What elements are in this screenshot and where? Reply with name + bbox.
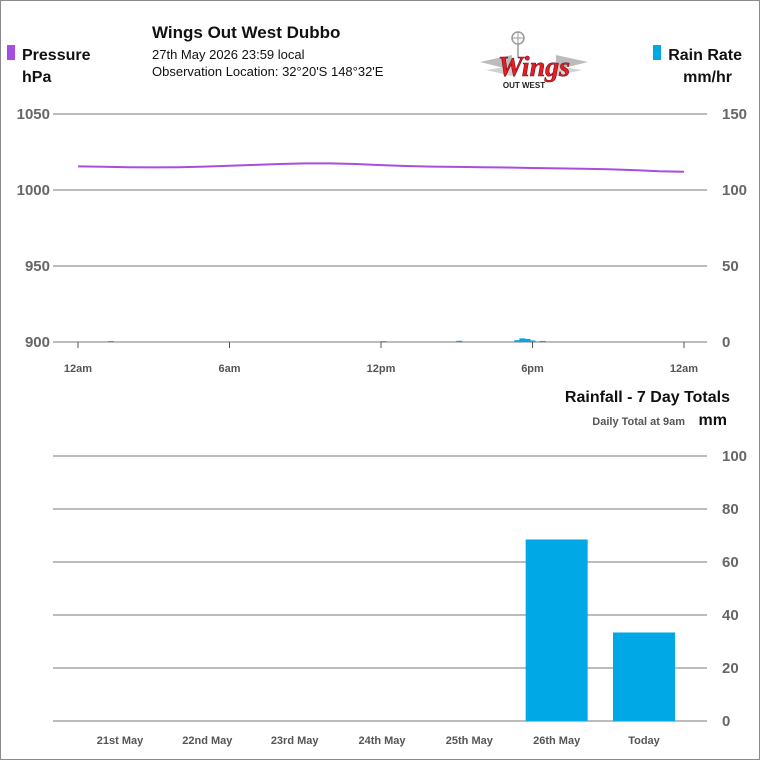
- pressure-unit-label: hPa: [22, 69, 51, 86]
- rain-rate-tick-label: 150: [722, 106, 747, 123]
- rainfall-unit-label: mm: [699, 412, 727, 429]
- rainfall-category-label: Today: [628, 735, 660, 747]
- rainfall-axis-ticks: 100 80 60 40 20 0: [722, 448, 747, 730]
- pressure-tick-label: 1050: [17, 106, 50, 123]
- rain-rate-point: [529, 340, 536, 342]
- rain-rate-legend-label: Rain Rate: [668, 47, 742, 64]
- rainfall-bars: [525, 539, 675, 721]
- time-tick-label: 6am: [218, 363, 240, 375]
- pressure-legend-label: Pressure: [22, 47, 91, 64]
- rainfall-category-label: 25th May: [446, 735, 494, 747]
- time-tick-label: 12am: [64, 363, 92, 375]
- rain-rate-series: [107, 338, 546, 343]
- wings-out-west-logo: Wings OUT WEST: [480, 31, 588, 90]
- rainfall-tick-label: 80: [722, 501, 739, 518]
- rain-rate-point: [514, 340, 521, 342]
- rainfall-category-label: 22nd May: [182, 735, 233, 747]
- rainfall-bar: [525, 539, 588, 721]
- time-tick-label: 12am: [670, 363, 698, 375]
- rain-rate-tick-label: 0: [722, 334, 730, 351]
- observation-datetime: 27th May 2026 23:59 local: [152, 47, 305, 62]
- pressure-tick-label: 1000: [17, 182, 50, 199]
- rain-rate-point: [456, 340, 463, 342]
- rainfall-category-labels: 21st May 22nd May 23rd May 24th May 25th May…: [97, 735, 661, 747]
- pressure-legend-swatch: [7, 45, 15, 60]
- rain-rate-point: [380, 341, 387, 343]
- rainfall-tick-label: 0: [722, 713, 730, 730]
- rainfall-chart-grid: [53, 455, 707, 722]
- pressure-tick-label: 900: [25, 334, 50, 351]
- pressure-axis-ticks: 1050 1000 950 900: [17, 106, 50, 351]
- observation-location: Observation Location: 32°20'S 148°32'E: [152, 64, 384, 79]
- rain-rate-legend-swatch: [653, 45, 661, 60]
- time-axis-ticks: 12am 6am 12pm 6pm 12am: [64, 342, 698, 375]
- pressure-tick-label: 950: [25, 258, 50, 275]
- time-tick-label: 12pm: [367, 363, 396, 375]
- rainfall-bar: [613, 632, 675, 721]
- time-tick-label: 6pm: [521, 363, 544, 375]
- pressure-series-line: [77, 162, 685, 173]
- rainfall-tick-label: 60: [722, 554, 739, 571]
- rain-rate-axis-ticks: 150 100 50 0: [722, 106, 747, 351]
- rainfall-tick-label: 40: [722, 607, 739, 624]
- rainfall-category-label: 26th May: [533, 735, 581, 747]
- rainfall-tick-label: 100: [722, 448, 747, 465]
- pressure-chart-grid: [53, 113, 707, 343]
- rainfall-chart-title: Rainfall - 7 Day Totals: [565, 389, 730, 406]
- rain-rate-tick-label: 100: [722, 182, 747, 199]
- rain-rate-point: [524, 338, 531, 342]
- rainfall-tick-label: 20: [722, 660, 739, 677]
- rain-rate-unit-label: mm/hr: [683, 69, 732, 86]
- rain-rate-point: [107, 341, 114, 343]
- rainfall-category-label: 23rd May: [271, 735, 320, 747]
- rainfall-chart-subtitle: Daily Total at 9am: [592, 416, 685, 428]
- rain-rate-point: [539, 340, 546, 342]
- rain-rate-point: [519, 338, 526, 342]
- rainfall-category-label: 24th May: [358, 735, 406, 747]
- page-title: Wings Out West Dubbo: [152, 23, 340, 42]
- svg-text:Wings: Wings: [498, 52, 570, 83]
- rainfall-category-label: 21st May: [97, 735, 144, 747]
- svg-text:OUT WEST: OUT WEST: [503, 81, 545, 90]
- rain-rate-tick-label: 50: [722, 258, 739, 275]
